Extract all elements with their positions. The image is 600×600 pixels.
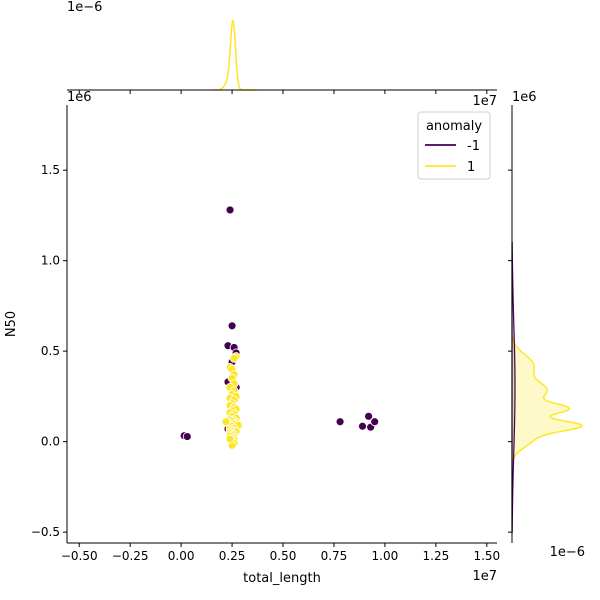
legend-title: anomaly: [426, 119, 482, 134]
legend: anomaly -1 1: [417, 111, 491, 180]
y-axis-multiplier: 1e6: [67, 90, 92, 105]
scatter-point-anomaly-pos: [225, 434, 235, 444]
right-marginal-kde: 1e6 1e−6: [508, 90, 585, 560]
x-tick-label: 1.00: [372, 549, 399, 563]
x-tick-label: 0.50: [270, 549, 297, 563]
x-tick-label: 0.25: [219, 549, 246, 563]
legend-label-anomaly-neg: -1: [467, 139, 480, 154]
x-tick-label: 0.00: [168, 549, 195, 563]
right-marginal-multiplier: 1e6: [512, 90, 537, 105]
x-tick-label: −0.25: [112, 549, 149, 563]
right-marginal-bottom-multiplier: 1e−6: [550, 545, 585, 560]
y-tick-label: −0.5: [31, 525, 60, 539]
x-axis-label: total_length: [243, 571, 321, 586]
x-tick-label: 0.75: [321, 549, 348, 563]
y-tick-label: 1.5: [41, 163, 60, 177]
right-kde-curve-purple: [511, 241, 516, 533]
top-marginal-kde: 1e−6: [67, 0, 497, 94]
main-scatter-axes: −0.50 −0.25 0.00 0.25 0.50 0.75 1.00 1.25 1.50 −…: [4, 90, 500, 586]
scatter-points: [179, 205, 380, 450]
scatter-point-anomaly-neg: [358, 421, 367, 431]
y-axis-label: N50: [4, 311, 19, 337]
x-tick-label: 1.50: [473, 549, 500, 563]
x-tick-label: 1.25: [423, 549, 450, 563]
scatter-point-anomaly-neg: [335, 417, 345, 427]
scatter-point-anomaly-pos: [221, 417, 231, 427]
x-tick-label: −0.50: [61, 549, 98, 563]
right-marginal-ticks: [508, 169, 512, 533]
scatter-point-anomaly-neg: [182, 432, 192, 441]
scatter-point-anomaly-neg: [227, 321, 237, 331]
top-marginal-ticks: [78, 90, 488, 94]
right-kde-curve-yellow: [511, 336, 583, 464]
y-tick-label: 0.5: [41, 344, 60, 358]
scatter-point-anomaly-neg: [364, 411, 374, 421]
x-axis-ticks: −0.50 −0.25 0.00 0.25 0.50 0.75 1.00 1.25 1.50: [61, 543, 500, 563]
y-tick-label: 1.0: [41, 254, 60, 268]
top-kde-curve-yellow: [211, 19, 257, 91]
right-kde-fill-yellow: [512, 336, 582, 464]
y-tick-label: 0.0: [41, 435, 60, 449]
top-marginal-multiplier: 1e−6: [67, 0, 102, 15]
x-axis-multiplier-top: 1e7: [472, 94, 497, 109]
scatter-point-anomaly-neg: [225, 205, 235, 215]
legend-label-anomaly-pos: 1: [467, 160, 475, 175]
y-axis-ticks: −0.5 0.0 0.5 1.0 1.5: [31, 163, 67, 539]
x-axis-multiplier: 1e7: [472, 569, 497, 584]
scatter-point-anomaly-pos: [229, 353, 239, 363]
scatter-point-anomaly-neg: [370, 417, 380, 427]
